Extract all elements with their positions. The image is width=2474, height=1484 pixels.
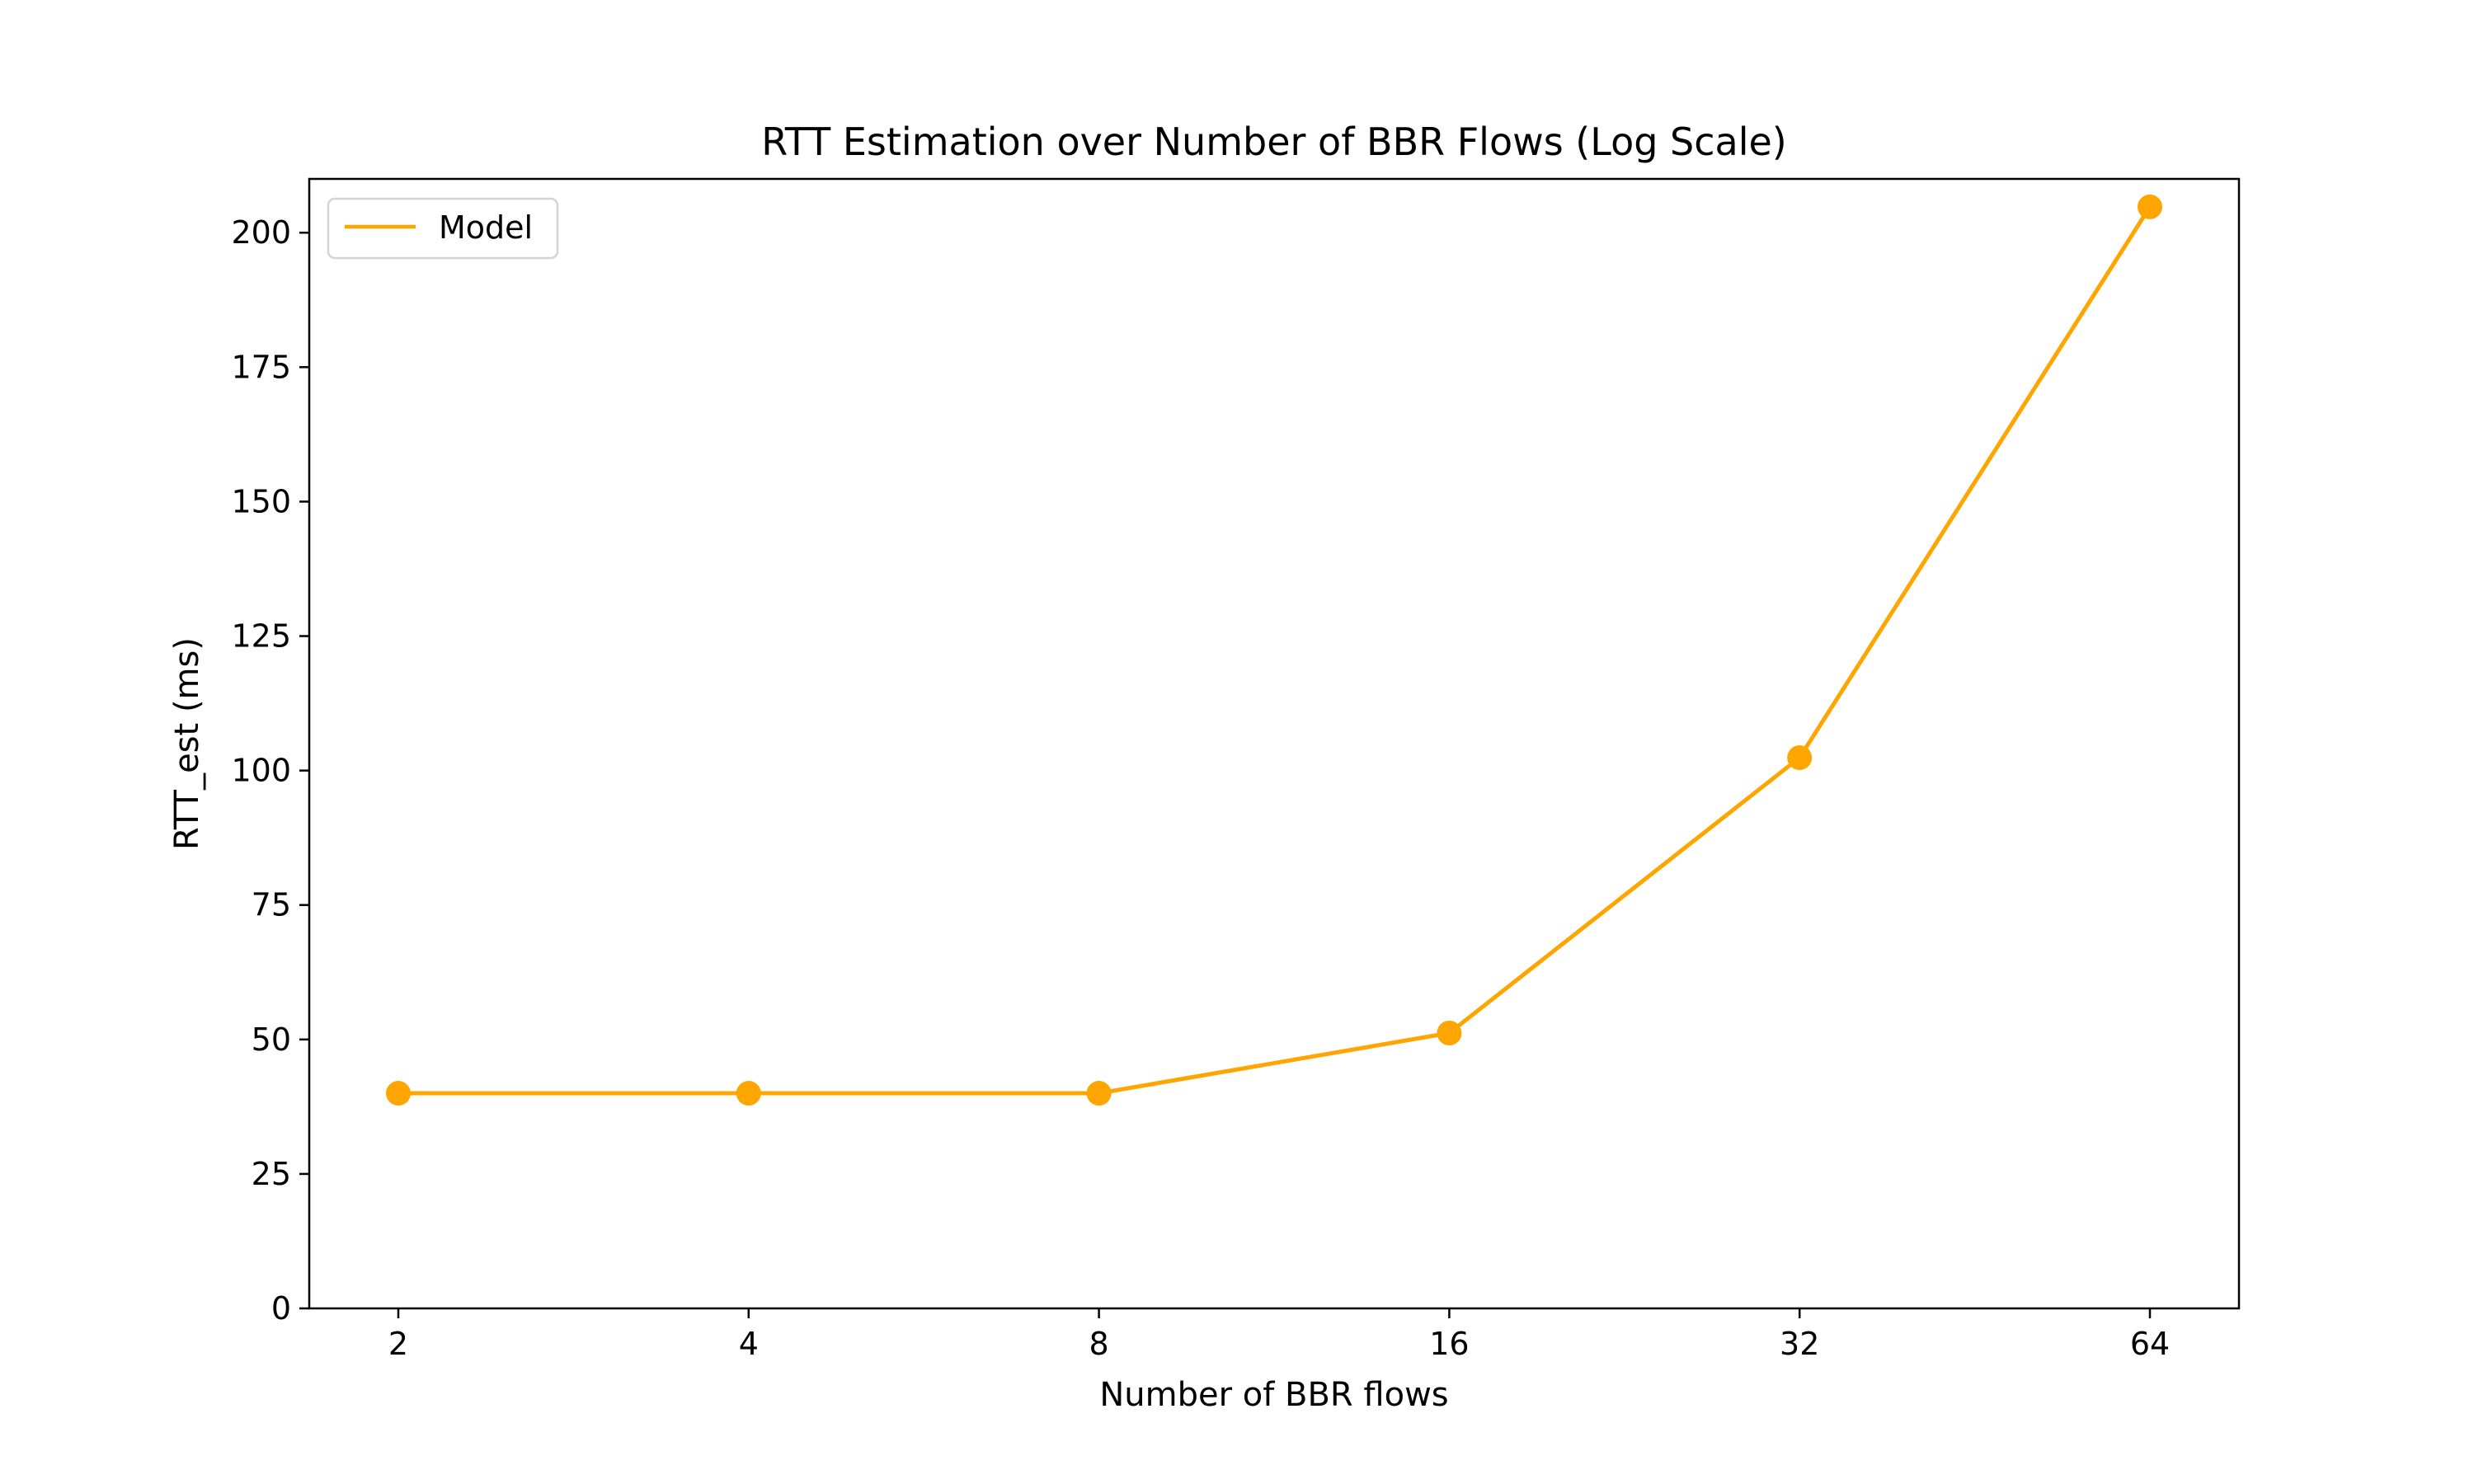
y-tick-label: 100	[231, 753, 291, 789]
y-tick-label: 200	[231, 214, 291, 251]
x-tick-label: 32	[1780, 1326, 1819, 1362]
y-axis-title: RTT_est (ms)	[168, 637, 206, 850]
x-axis-title: Number of BBR flows	[1099, 1376, 1448, 1414]
chart-title: RTT Estimation over Number of BBR Flows …	[761, 120, 1787, 164]
legend-box	[327, 197, 559, 260]
x-axis-ticks: 2 4 8 16 32 64	[388, 1308, 2170, 1362]
y-tick-label: 25	[252, 1156, 291, 1192]
y-tick-label: 175	[231, 349, 291, 385]
x-tick-label: 8	[1089, 1326, 1109, 1362]
data-point	[1787, 744, 1813, 770]
data-point	[2138, 194, 2162, 219]
data-point	[1437, 1020, 1462, 1045]
y-tick-label: 0	[271, 1290, 291, 1327]
data-point	[1086, 1081, 1112, 1106]
y-tick-label: 125	[231, 618, 291, 655]
x-tick-label: 64	[2130, 1326, 2170, 1362]
series-layer	[386, 194, 2162, 1106]
data-point	[386, 1081, 411, 1106]
x-tick-label: 16	[1429, 1326, 1469, 1362]
y-tick-label: 150	[231, 483, 291, 519]
y-tick-label: 75	[252, 887, 291, 923]
data-point	[736, 1081, 761, 1106]
legend-label-model: Model	[439, 209, 533, 246]
series-line-model	[398, 205, 2152, 1096]
y-tick-label: 50	[252, 1021, 291, 1058]
x-tick-label: 4	[739, 1326, 759, 1362]
plot-frame	[308, 177, 2241, 1310]
legend: Model	[327, 197, 559, 260]
x-tick-label: 2	[388, 1326, 408, 1362]
y-axis-ticks: 0 25 50 75 100 125 150 175 200	[231, 214, 309, 1327]
